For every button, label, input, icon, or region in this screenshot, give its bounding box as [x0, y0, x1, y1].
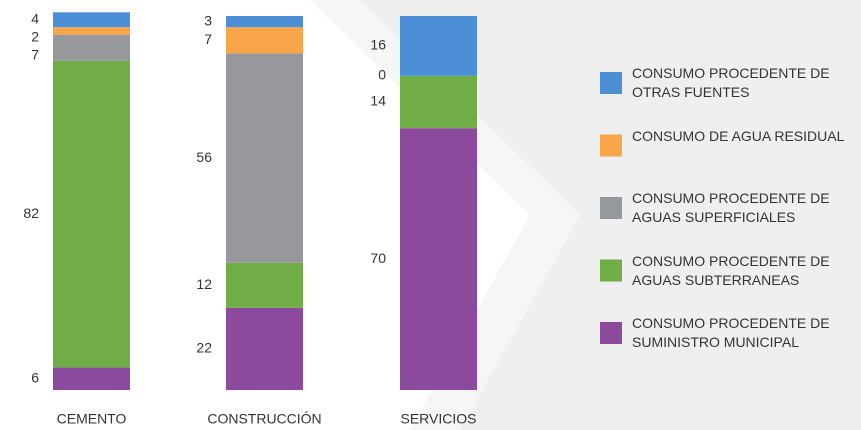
- legend-swatch: [600, 197, 622, 219]
- bar-segment: [226, 53, 303, 263]
- value-label: 7: [31, 46, 39, 62]
- value-label: 82: [23, 205, 39, 221]
- value-label: 70: [370, 250, 386, 266]
- value-label: 22: [196, 340, 212, 356]
- legend-swatch: [600, 259, 622, 282]
- value-label: 7: [204, 31, 212, 47]
- legend-label: CONSUMO DE AGUA RESIDUAL: [632, 127, 845, 144]
- value-label: 16: [370, 37, 386, 53]
- bar-segment: [53, 34, 130, 61]
- legend-label: CONSUMO PROCEDENTE DE OTRAS FUENTES: [632, 65, 830, 100]
- x-tick-label: CEMENTO: [57, 411, 127, 427]
- bar-segment: [53, 27, 130, 35]
- bar-segment: [400, 128, 477, 390]
- x-tick-label: CONSTRUCCIÓN: [207, 411, 321, 427]
- legend-label: CONSUMO PROCEDENTE DE AGUAS SUBTERRANEAS: [632, 252, 830, 288]
- value-label: 14: [370, 93, 386, 109]
- bar-segment: [53, 60, 130, 368]
- bar-segment: [226, 262, 303, 308]
- bar-segment: [400, 16, 477, 76]
- value-label: 0: [378, 67, 386, 83]
- value-label: 3: [204, 12, 212, 28]
- bar-segment: [400, 75, 477, 129]
- bar-segment: [226, 16, 303, 28]
- legend-swatch: [600, 134, 622, 157]
- value-label: 12: [196, 276, 212, 292]
- value-label: 56: [196, 149, 212, 165]
- legend-label: CONSUMO PROCEDENTE DE SUMINISTRO MUNICIP…: [632, 315, 830, 350]
- value-label: 6: [31, 369, 39, 385]
- bar-segment: [53, 367, 130, 390]
- value-label: 2: [31, 28, 39, 44]
- background-shape: [310, 0, 580, 430]
- legend-swatch: [600, 72, 622, 94]
- bar-segment: [226, 27, 303, 54]
- legend-label: CONSUMO PROCEDENTE DE AGUAS SUPERFICIALE…: [632, 190, 830, 225]
- value-label: 4: [31, 10, 39, 26]
- x-tick-label: SERVICIOS: [401, 411, 477, 427]
- legend-swatch: [600, 322, 622, 344]
- bar-segment: [53, 12, 130, 28]
- bar-segment: [226, 307, 303, 390]
